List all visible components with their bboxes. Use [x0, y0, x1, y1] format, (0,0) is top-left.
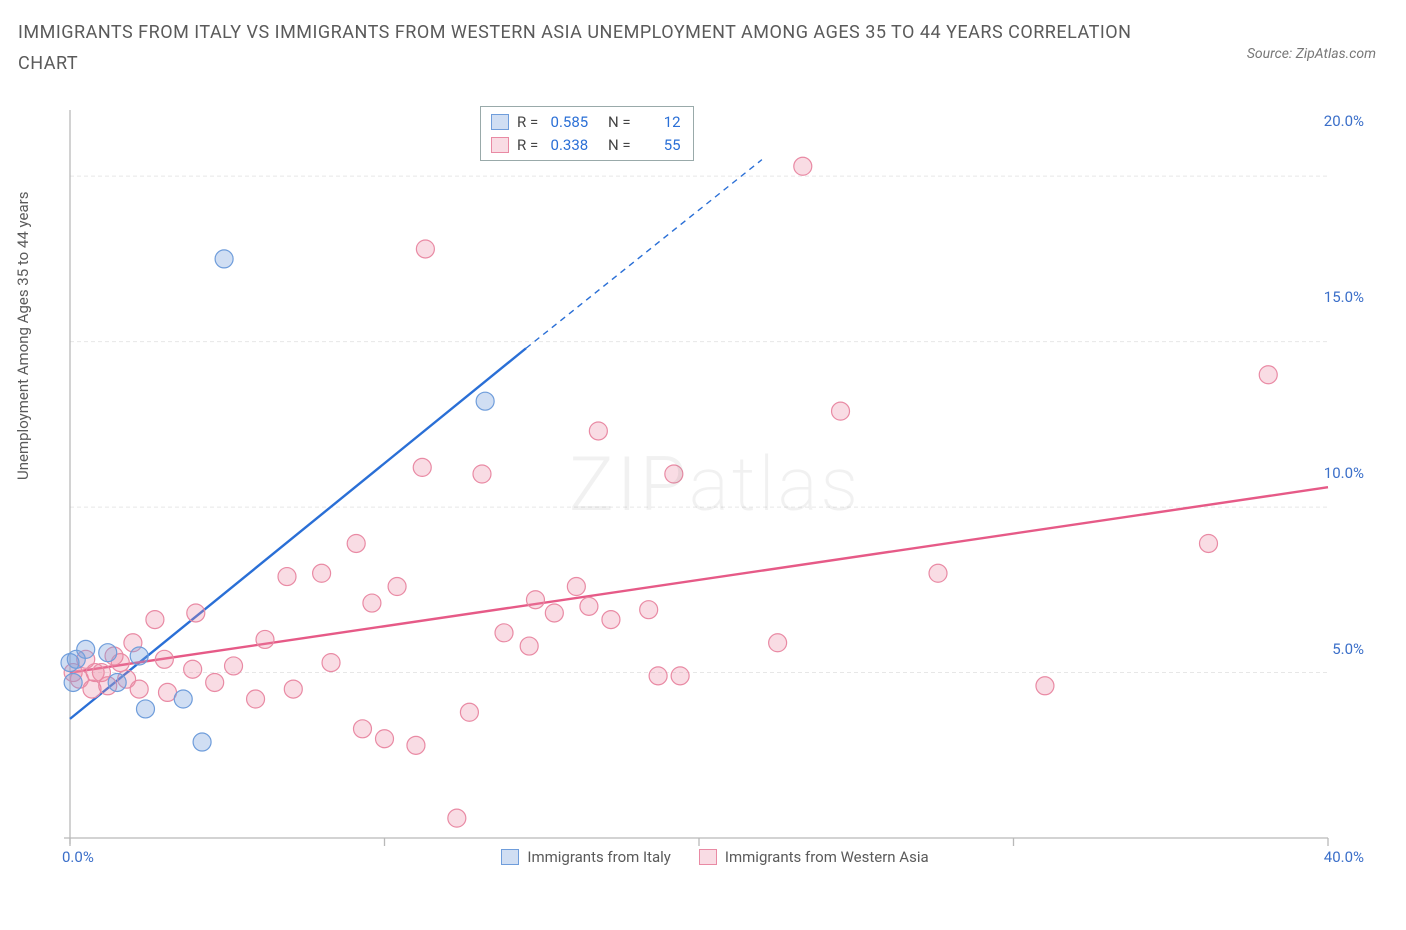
- stats-r-value: 0.338: [546, 134, 588, 157]
- y-axis-label: Unemployment Among Ages 35 to 44 years: [14, 192, 32, 480]
- swatch-wasia: [699, 849, 717, 865]
- swatch-italy: [491, 114, 509, 130]
- y-tick-label: 15.0%: [1324, 288, 1364, 306]
- source-attribution: Source: ZipAtlas.com: [1247, 18, 1376, 62]
- legend-item-wasia: Immigrants from Western Asia: [699, 848, 929, 866]
- stats-r-value: 0.585: [546, 111, 588, 134]
- chart-title: IMMIGRANTS FROM ITALY VS IMMIGRANTS FROM…: [18, 18, 1168, 79]
- y-tick-label: 5.0%: [1332, 640, 1364, 658]
- chart-svg: [60, 100, 1370, 870]
- stats-r-label: R =: [517, 111, 538, 134]
- stats-n-label: N =: [608, 134, 631, 157]
- legend-item-italy: Immigrants from Italy: [501, 848, 671, 866]
- legend-label: Immigrants from Western Asia: [725, 848, 929, 866]
- stats-r-label: R =: [517, 134, 538, 157]
- stats-n-label: N =: [608, 111, 631, 134]
- bottom-legend: Immigrants from Italy Immigrants from We…: [60, 848, 1370, 866]
- stats-n-value: 12: [639, 111, 681, 134]
- y-tick-label: 20.0%: [1324, 112, 1364, 130]
- scatter-plot: ZIPatlas R = 0.585 N = 12 R = 0.338 N = …: [60, 100, 1370, 870]
- stats-n-value: 55: [639, 134, 681, 157]
- y-tick-label: 10.0%: [1324, 464, 1364, 482]
- swatch-italy: [501, 849, 519, 865]
- stats-row-wasia: R = 0.338 N = 55: [491, 134, 681, 157]
- stats-row-italy: R = 0.585 N = 12: [491, 111, 681, 134]
- header-row: IMMIGRANTS FROM ITALY VS IMMIGRANTS FROM…: [0, 0, 1406, 79]
- legend-label: Immigrants from Italy: [527, 848, 671, 866]
- stats-legend-box: R = 0.585 N = 12 R = 0.338 N = 55: [480, 106, 694, 161]
- swatch-wasia: [491, 137, 509, 153]
